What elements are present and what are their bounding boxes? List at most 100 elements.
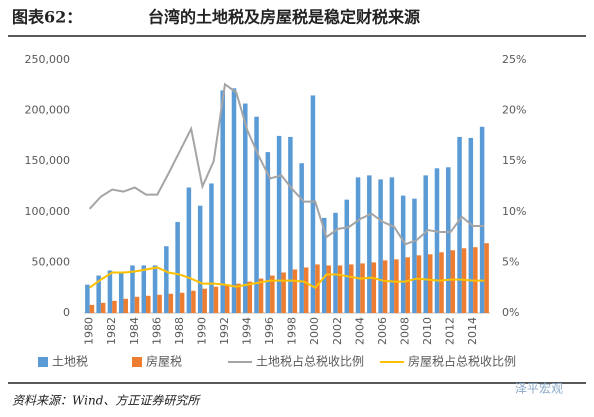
x-tick-label: 1996 [263, 317, 276, 345]
bar [479, 126, 485, 314]
bar [130, 265, 135, 313]
x-tick-label: 1980 [83, 317, 96, 345]
bar [394, 259, 399, 313]
bar [333, 212, 338, 313]
bar [157, 294, 162, 313]
line [88, 82, 485, 246]
x-tick-label: 1984 [128, 317, 141, 345]
bar [191, 290, 196, 313]
x-tick-label: 2010 [421, 317, 434, 345]
bar [107, 270, 113, 313]
bar [355, 177, 361, 313]
bar [434, 168, 440, 313]
bar [236, 283, 241, 313]
bar [484, 243, 489, 313]
source: 资料来源：Wind、方正证券研究所 [12, 394, 201, 408]
x-tick-label: 2004 [353, 317, 366, 345]
y2-tick-label: 0% [502, 306, 519, 319]
y-tick-label: 100,000 [25, 205, 71, 218]
x-tick-label: 1982 [105, 317, 118, 345]
legend-label: 土地税 [52, 355, 88, 369]
bar [416, 255, 422, 313]
bar [168, 293, 174, 313]
legend-swatch [132, 357, 142, 367]
bar [371, 262, 377, 313]
bar [220, 90, 225, 313]
bar [389, 177, 395, 313]
bar [344, 199, 350, 313]
bar [175, 221, 180, 313]
x-tick-label: 2014 [466, 317, 479, 345]
bar [427, 254, 433, 313]
bar [310, 95, 316, 313]
bar [243, 103, 248, 314]
bar [367, 175, 372, 313]
bar [405, 257, 410, 313]
bar [299, 163, 304, 313]
y2-tick-label: 25% [502, 53, 526, 66]
bar [281, 272, 286, 313]
bar [96, 275, 101, 313]
x-tick-label: 2006 [376, 317, 389, 345]
bar [179, 292, 185, 313]
legend-label: 房屋税占总税收比例 [408, 354, 516, 369]
x-tick-label: 2012 [444, 317, 457, 345]
bar [457, 136, 462, 313]
bar [224, 285, 230, 313]
bar [112, 300, 117, 313]
bar [118, 272, 124, 313]
bar [164, 246, 169, 313]
legend-label: 房屋税 [146, 354, 182, 369]
bar [85, 284, 90, 313]
bar [400, 195, 406, 313]
x-tick-label: 1994 [241, 317, 254, 345]
bar [446, 167, 451, 313]
bar [321, 217, 327, 313]
bar [270, 275, 275, 313]
y2-tick-label: 5% [502, 255, 519, 268]
bar [382, 260, 388, 313]
x-tick-label: 1998 [286, 317, 299, 345]
bar [292, 269, 298, 313]
y-tick-label: 200,000 [25, 104, 71, 117]
watermark: 泽平宏观 [515, 381, 563, 396]
bar [231, 88, 237, 313]
bar [146, 295, 151, 313]
bar [337, 265, 343, 313]
y-tick-label: 0 [63, 306, 70, 319]
bar [439, 252, 444, 313]
bar [197, 205, 203, 313]
y-tick-label: 250,000 [25, 53, 71, 66]
bar [288, 136, 293, 313]
bar [360, 263, 365, 313]
bar [134, 296, 140, 313]
bar [209, 183, 214, 313]
x-tick-label: 1988 [173, 317, 186, 345]
bar [412, 198, 417, 313]
bar [152, 265, 158, 313]
x-tick-label: 1986 [150, 317, 163, 345]
bar [254, 116, 259, 313]
bar [213, 286, 219, 313]
bar [141, 265, 147, 313]
legend-label: 土地税占总税收比例 [256, 354, 364, 369]
y2-tick-label: 20% [502, 104, 526, 117]
bar [423, 175, 428, 313]
chart-title: 台湾的土地税及房屋税是稳定财税来源 [148, 8, 420, 27]
legend-swatch [38, 357, 48, 367]
y2-tick-label: 15% [502, 154, 526, 167]
y-tick-label: 150,000 [25, 154, 71, 167]
figure-label: 图表62： [12, 8, 82, 27]
bar [265, 152, 271, 313]
line [89, 266, 485, 289]
x-tick-label: 1990 [195, 317, 208, 345]
bar [315, 264, 320, 313]
x-tick-label: 2008 [398, 317, 411, 345]
bar [468, 137, 474, 313]
x-tick-label: 2000 [308, 317, 321, 345]
bar [326, 265, 331, 313]
bar [89, 304, 95, 313]
bar [186, 187, 192, 313]
bar [123, 298, 128, 313]
